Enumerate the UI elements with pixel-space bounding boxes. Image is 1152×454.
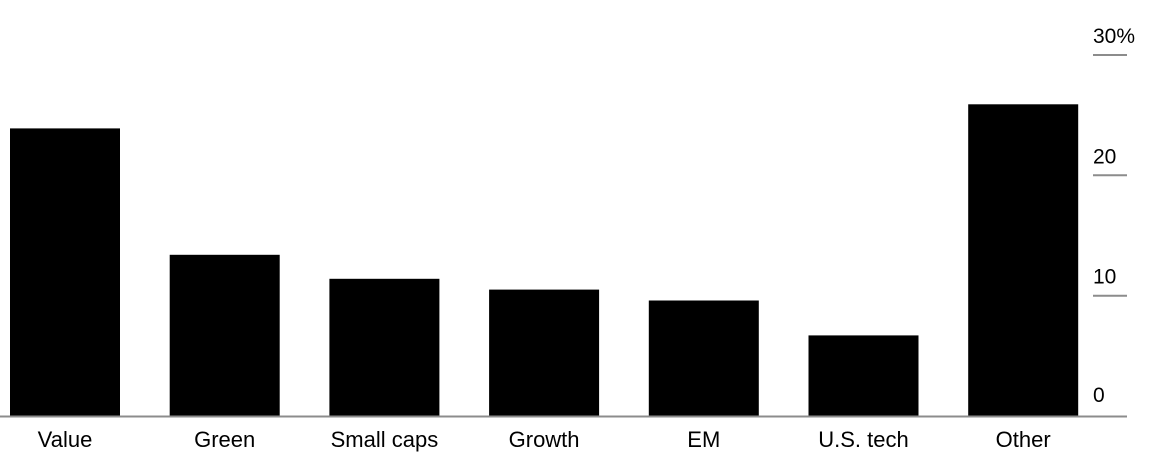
bar-small-caps: [329, 278, 440, 416]
bar-value: [10, 128, 120, 416]
category-label: Value: [38, 427, 93, 452]
y-axis-ticks: 0 10 20 30%: [1093, 25, 1135, 407]
category-label: Other: [996, 427, 1051, 452]
category-label: EM: [687, 427, 720, 452]
bar-green: [169, 254, 280, 416]
category-label: Green: [194, 427, 255, 452]
y-tick-label: 20: [1093, 145, 1116, 168]
bar-u-s-tech: [808, 335, 919, 416]
y-tick-label: 0: [1093, 384, 1105, 407]
y-tick-label: 30%: [1093, 25, 1135, 48]
bar-em: [648, 300, 759, 416]
category-labels: Value Green Small caps Growth EM U.S. tech Oth…: [38, 427, 1051, 452]
y-tick-label: 10: [1093, 266, 1116, 289]
bar-other: [968, 104, 1079, 417]
category-label: Small caps: [331, 427, 439, 452]
bars-group: [10, 104, 1079, 417]
bar-growth: [489, 289, 600, 416]
category-label: U.S. tech: [818, 427, 908, 452]
category-label: Growth: [509, 427, 580, 452]
